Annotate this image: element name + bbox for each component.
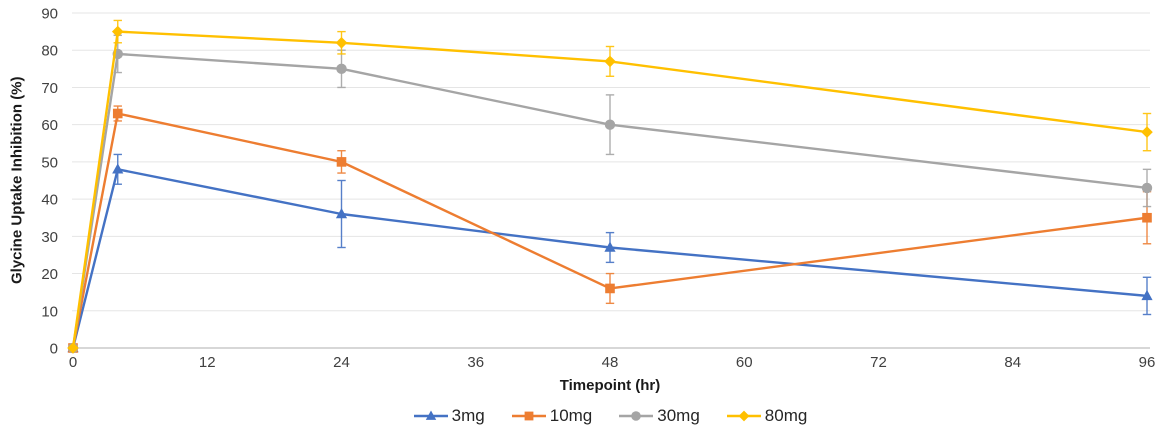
- circle-marker-icon: [619, 411, 654, 421]
- data-point-marker: [605, 283, 615, 294]
- legend-label: 10mg: [549, 406, 593, 425]
- y-tick-label: 40: [41, 192, 58, 209]
- x-tick-label: 60: [736, 354, 753, 371]
- data-point-marker: [738, 410, 750, 422]
- data-point-marker: [1141, 126, 1153, 138]
- data-point-marker: [336, 157, 347, 167]
- data-point-marker: [524, 411, 534, 421]
- x-tick-label: 36: [467, 354, 484, 371]
- data-point-marker: [335, 36, 348, 49]
- x-tick-label: 0: [69, 354, 77, 371]
- y-tick-labels: 0 10 20 30 40 50 60 70 80 90: [41, 6, 58, 358]
- plot-area: 0 10 20 30 40 50 60 70 80 90 0 12 24 36 48 60 72 84 96: [41, 6, 1156, 372]
- x-axis-title: Timepoint (hr): [559, 377, 661, 394]
- series-80mg: [67, 19, 1153, 354]
- data-point-marker: [1141, 182, 1153, 194]
- x-tick-labels: 0 12 24 36 48 60 72 84 96: [69, 354, 1156, 371]
- y-tick-label: 50: [41, 154, 58, 171]
- data-point-marker: [67, 342, 79, 354]
- data-point-marker: [111, 25, 124, 38]
- x-tick-label: 84: [1004, 354, 1021, 371]
- data-point-marker: [335, 208, 348, 219]
- legend-item-10mg: 10mg: [511, 406, 593, 426]
- data-point-marker: [1141, 289, 1153, 301]
- x-tick-label: 72: [870, 354, 887, 371]
- error-bars: [113, 19, 1152, 152]
- x-tick-label: 12: [199, 354, 216, 371]
- error-bars: [113, 153, 1152, 316]
- data-point-marker: [604, 241, 616, 252]
- data-point-marker: [604, 119, 616, 130]
- legend-item-30mg: 30mg: [618, 406, 700, 426]
- y-tick-label: 30: [41, 229, 58, 246]
- data-point-marker: [336, 63, 347, 75]
- triangle-marker-icon: [413, 410, 448, 420]
- y-tick-label: 0: [50, 341, 58, 358]
- data-point-marker: [1142, 212, 1152, 223]
- data-point-marker: [631, 411, 642, 421]
- legend-item-80mg: 80mg: [726, 406, 808, 426]
- y-tick-label: 10: [41, 303, 58, 320]
- data-point-marker: [112, 163, 124, 174]
- y-tick-label: 20: [41, 266, 58, 283]
- diamond-marker-icon: [726, 410, 761, 422]
- legend-label: 3mg: [451, 406, 485, 425]
- legend: 3mg 10mg 30mg 80mg: [73, 404, 1147, 428]
- legend-label: 30mg: [657, 406, 700, 425]
- data-point-marker: [425, 410, 436, 420]
- y-tick-label: 70: [41, 80, 58, 97]
- square-marker-icon: [511, 411, 546, 421]
- x-tick-label: 96: [1139, 354, 1156, 371]
- x-tick-label: 24: [333, 354, 350, 371]
- legend-item-3mg: 3mg: [413, 406, 485, 426]
- series-3mg: [67, 153, 1153, 353]
- data-point-marker: [604, 55, 616, 68]
- error-bars: [113, 34, 1152, 208]
- y-tick-label: 90: [41, 6, 58, 23]
- y-tick-label: 80: [41, 43, 58, 60]
- x-tick-label: 48: [602, 354, 619, 371]
- series-30mg: [67, 34, 1153, 354]
- legend-label: 80mg: [764, 406, 808, 425]
- data-point-marker: [112, 108, 123, 119]
- y-tick-label: 60: [41, 117, 58, 134]
